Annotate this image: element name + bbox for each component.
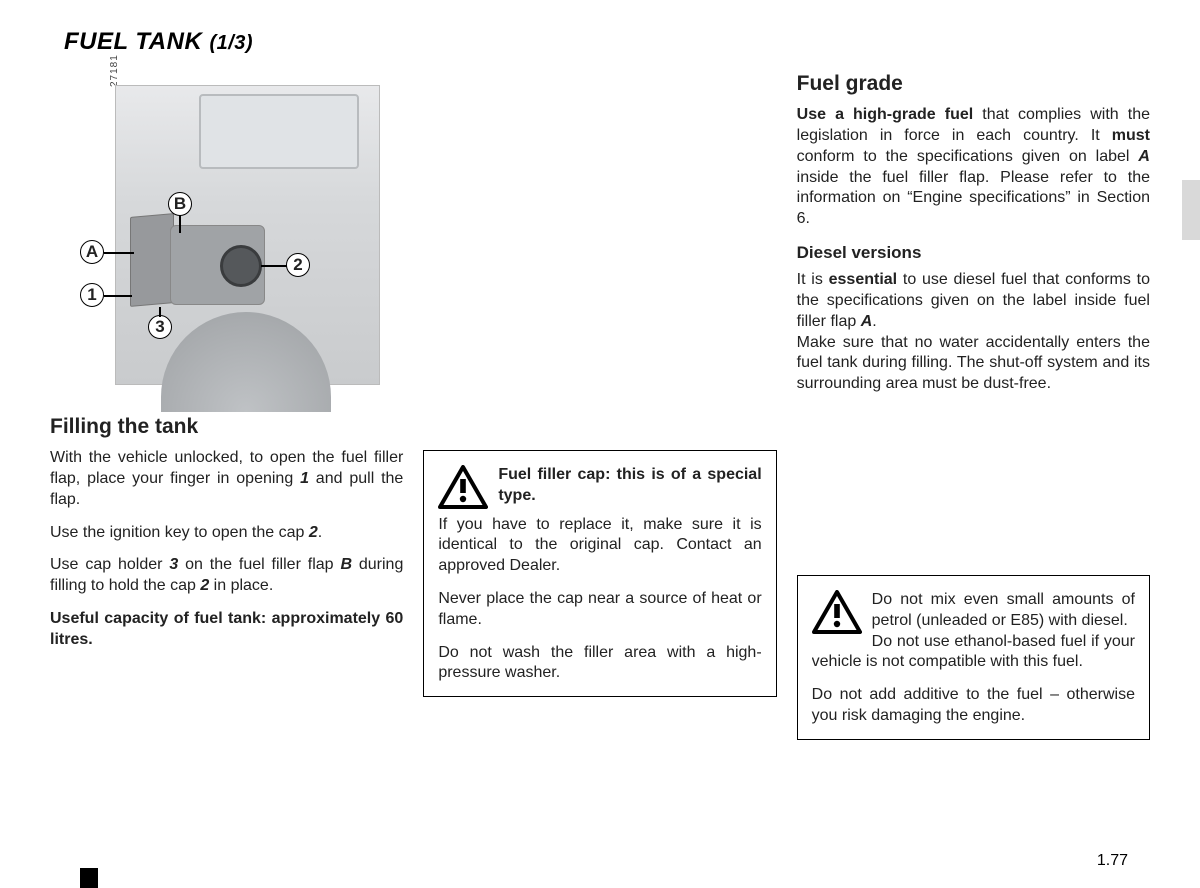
filling-tank-heading: Filling the tank <box>50 413 403 440</box>
vehicle-wheel <box>161 312 331 412</box>
leader-A <box>104 252 134 254</box>
fuel-grade-heading: Fuel grade <box>797 70 1150 97</box>
warn2-p3: Do not add additive to the fuel – otherw… <box>812 685 1135 727</box>
column-1: 27181 A B 1 2 3 Filling the tank With th… <box>50 85 403 740</box>
column-3: Fuel grade Use a high-grade fuel that co… <box>797 70 1150 740</box>
warning-box-mixing: Do not mix even small amounts of petrol … <box>797 575 1150 740</box>
callout-A: A <box>80 240 104 264</box>
leader-B <box>179 215 181 233</box>
page-title: FUEL TANK (1/3) <box>64 28 253 56</box>
callout-3: 3 <box>148 315 172 339</box>
fuel-flap <box>130 213 174 307</box>
filling-p2: Use the ignition key to open the cap 2. <box>50 523 403 544</box>
vehicle-window <box>199 94 359 169</box>
warning-triangle-icon <box>812 590 862 634</box>
warn1-p2: Never place the cap near a source of hea… <box>438 589 761 631</box>
filling-p3: Use cap holder 3 on the fuel filler flap… <box>50 555 403 597</box>
title-main: FUEL TANK <box>64 28 202 55</box>
leader-3 <box>159 307 161 317</box>
filling-capacity: Useful capacity of fuel tank: approximat… <box>50 609 403 651</box>
page-number: 1.77 <box>1097 852 1128 870</box>
leader-2 <box>261 265 287 267</box>
fuel-flap-diagram: 27181 A B 1 2 3 <box>50 85 380 395</box>
section-edge-tab <box>1182 180 1200 240</box>
diesel-p1: It is essential to use diesel fuel that … <box>797 270 1150 332</box>
warning-box-filler-cap: Fuel filler cap: this is of a special ty… <box>423 450 776 697</box>
column-2: Fuel filler cap: this is of a special ty… <box>423 450 776 740</box>
callout-B: B <box>168 192 192 216</box>
title-suffix: (1/3) <box>209 32 253 54</box>
fuel-grade-p1: Use a high-grade fuel that complies with… <box>797 105 1150 230</box>
bottom-black-tab <box>80 868 98 888</box>
diesel-p2: Make sure that no water accidentally ent… <box>797 333 1150 395</box>
image-id: 27181 <box>108 54 121 87</box>
warn1-p1: If you have to replace it, make sure it … <box>438 515 761 577</box>
warn2-p2: Do not use ethanol-based fuel if your ve… <box>812 632 1135 674</box>
filling-p1: With the vehicle unlocked, to open the f… <box>50 448 403 510</box>
diesel-subheading: Diesel versions <box>797 242 1150 264</box>
warn1-p3: Do not wash the filler area with a high-… <box>438 643 761 685</box>
fuel-cap <box>220 245 262 287</box>
callout-2: 2 <box>286 253 310 277</box>
warning-triangle-icon <box>438 465 488 509</box>
callout-1: 1 <box>80 283 104 307</box>
leader-1 <box>104 295 132 297</box>
